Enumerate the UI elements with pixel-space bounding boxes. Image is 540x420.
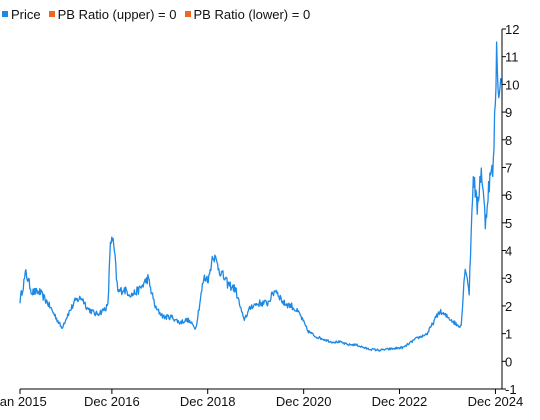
legend-swatch-pb-lower [184,11,191,17]
legend-label-pb-upper: PB Ratio (upper) = 0 [57,6,177,22]
legend: Price PB Ratio (upper) = 0 PB Ratio (low… [2,5,318,23]
x-tick-label: Dec 2024 [468,394,524,409]
x-tick-label: Dec 2022 [372,394,428,409]
y-tick-label: 1 [505,327,512,342]
legend-swatch-price [2,11,8,17]
x-tick-label: Dec 2018 [180,394,236,409]
legend-item-pb-upper[interactable]: PB Ratio (upper) = 0 [48,6,177,22]
y-tick-label: 10 [505,77,519,92]
y-tick-label: 3 [505,271,512,286]
series-line-price [19,41,502,352]
x-tick-label: Dec 2020 [276,394,332,409]
legend-swatch-pb-upper [48,11,55,17]
y-tick-label: 9 [505,105,512,120]
legend-label-price: Price [11,6,41,22]
y-tick-label: 7 [505,160,512,175]
y-tick-label: -1 [505,382,517,397]
y-tick-label: 11 [505,50,519,65]
x-tick-label: Dec 2016 [84,394,140,409]
y-tick-label: 6 [505,188,512,203]
legend-item-pb-lower[interactable]: PB Ratio (lower) = 0 [184,6,311,22]
y-tick-label: 5 [505,216,512,231]
y-tick-label: 0 [505,354,512,369]
y-tick-label: 12 [505,22,519,37]
x-tick-label: Jan 2015 [0,394,47,409]
y-tick-label: 8 [505,133,512,148]
legend-label-pb-lower: PB Ratio (lower) = 0 [193,6,311,22]
series-layer [19,41,502,352]
legend-item-price[interactable]: Price [2,7,41,22]
y-tick-label: 2 [505,299,512,314]
y-tick-label: 4 [505,244,512,259]
